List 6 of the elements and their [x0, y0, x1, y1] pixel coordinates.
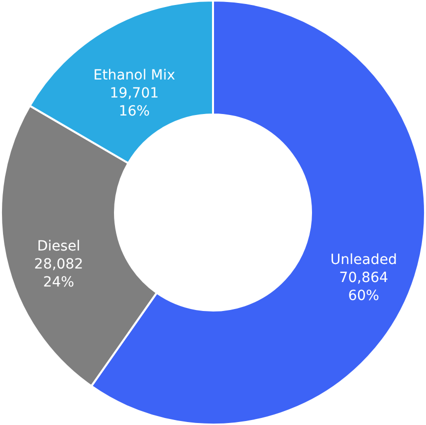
- data-label: 19,701 16%: [110, 86, 159, 120]
- slice-label: Ethanol Mix: [93, 68, 176, 84]
- data-label: 70,864 60%: [339, 270, 388, 304]
- data-label: 28,082 24%: [34, 256, 84, 290]
- slice-label: Diesel: [37, 238, 80, 254]
- slice-label: Unleaded: [330, 252, 397, 268]
